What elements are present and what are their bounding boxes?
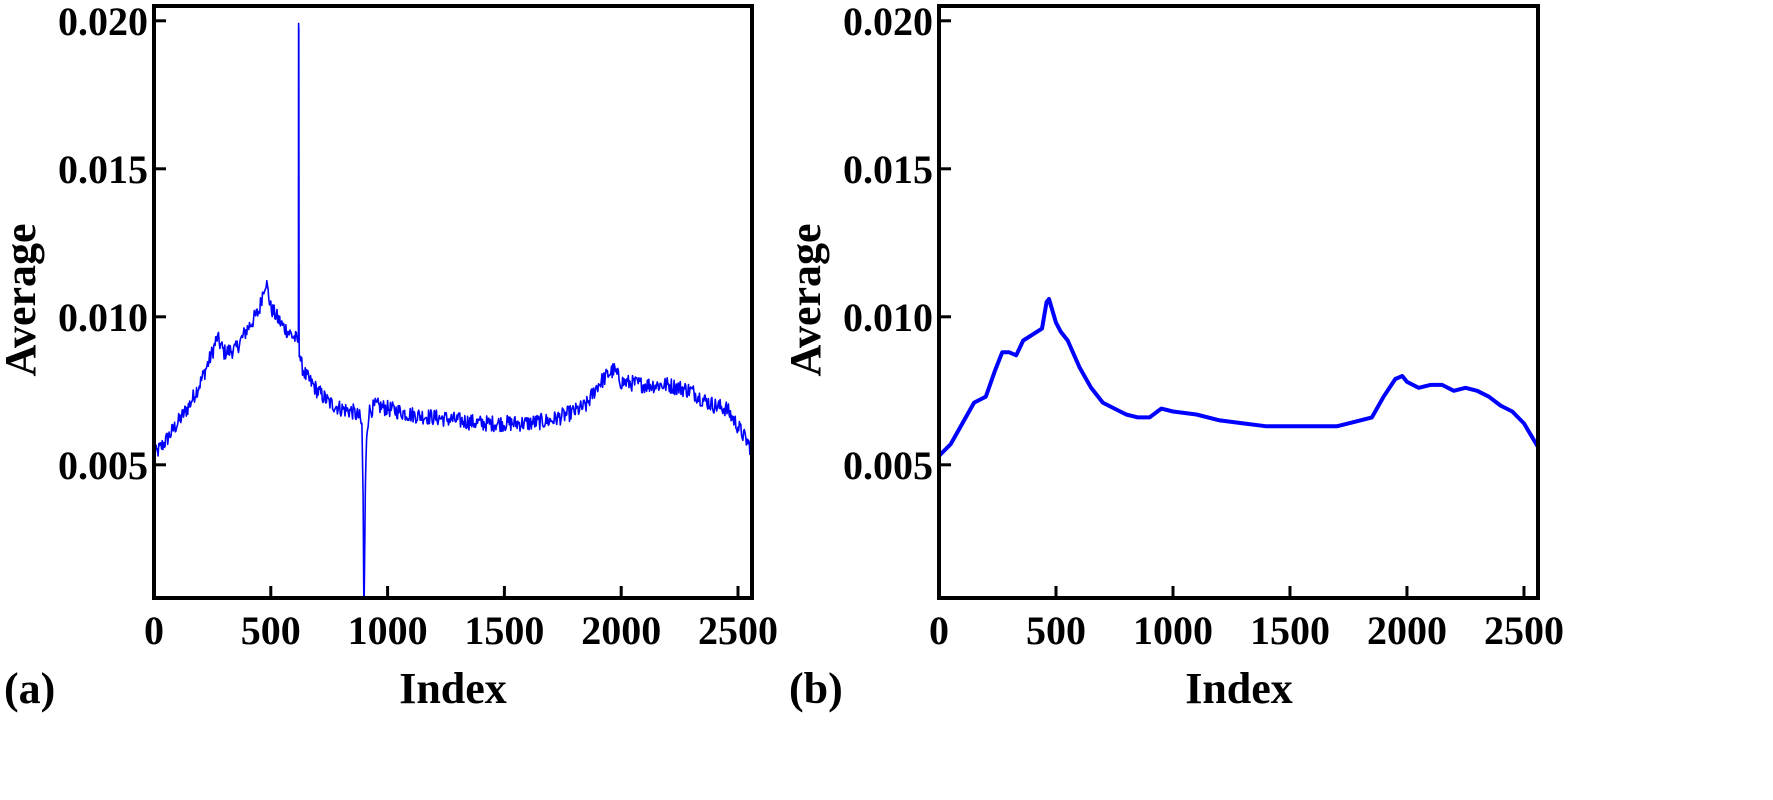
series-line-a — [153, 22, 753, 599]
x-tick-label-a: 500 — [241, 608, 301, 653]
y-tick-label-a: 0.010 — [58, 295, 148, 340]
panel-label-a: (a) — [4, 664, 55, 713]
x-tick-label-a: 1500 — [464, 608, 544, 653]
y-tick-label-a: 0.020 — [58, 0, 148, 44]
x-tick-label-a: 2000 — [581, 608, 661, 653]
plot-frame-a — [152, 4, 754, 600]
x-tick-label-a: 1000 — [348, 608, 428, 653]
y-tick-label-b: 0.010 — [843, 295, 933, 340]
y-tick-label-a: 0.005 — [58, 443, 148, 488]
panel-b: Average Index (b) 0.005 0.010 0.015 0.020 0 5… — [781, 0, 1564, 713]
x-axis-label-b: Index — [1185, 664, 1293, 713]
panel-label-b: (b) — [789, 664, 843, 713]
x-tick-label-b: 0 — [929, 608, 949, 653]
panel-a: Average Index (a) 0.005 0.010 0.015 0.020 0 5… — [0, 0, 778, 713]
y-axis-label-a: Average — [0, 223, 45, 376]
y-tick-label-b: 0.005 — [843, 443, 933, 488]
y-tick-label-b: 0.020 — [843, 0, 933, 44]
y-tick-label-a: 0.015 — [58, 147, 148, 192]
x-tick-label-b: 2000 — [1367, 608, 1447, 653]
x-tick-label-a: 0 — [144, 608, 164, 653]
series-line-b — [937, 297, 1540, 458]
plot-frame-b — [937, 4, 1540, 600]
x-tick-label-a: 2500 — [698, 608, 778, 653]
x-tick-label-b: 1500 — [1250, 608, 1330, 653]
y-axis-label-b: Average — [781, 223, 830, 376]
x-tick-label-b: 2500 — [1484, 608, 1564, 653]
x-tick-label-b: 500 — [1026, 608, 1086, 653]
marks-a: 0.005 0.010 0.015 0.020 0 500 1000 1500 2000 2500 — [58, 0, 778, 653]
x-tick-label-b: 1000 — [1133, 608, 1213, 653]
x-axis-label-a: Index — [399, 664, 507, 713]
marks-b: 0.005 0.010 0.015 0.020 0 500 1000 1500 2000 2500 — [843, 0, 1564, 653]
y-tick-label-b: 0.015 — [843, 147, 933, 192]
